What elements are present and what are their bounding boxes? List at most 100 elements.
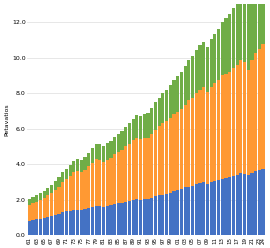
Bar xyxy=(217,80,220,180)
Bar xyxy=(58,214,60,235)
Bar xyxy=(258,49,261,170)
Bar xyxy=(139,139,142,200)
Bar xyxy=(98,160,101,206)
Bar xyxy=(154,130,157,196)
Bar xyxy=(143,199,146,235)
Bar xyxy=(165,121,168,194)
Bar xyxy=(35,202,38,219)
Bar xyxy=(258,170,261,235)
Bar xyxy=(58,186,60,214)
Bar xyxy=(54,181,57,190)
Bar xyxy=(54,190,57,215)
Bar xyxy=(180,109,183,189)
Bar xyxy=(94,206,98,235)
Bar xyxy=(173,80,176,115)
Bar xyxy=(139,116,142,139)
Bar xyxy=(221,179,224,235)
Bar xyxy=(69,211,72,235)
Bar xyxy=(206,92,209,184)
Bar xyxy=(131,200,135,235)
Bar xyxy=(161,194,164,235)
Bar xyxy=(117,152,120,203)
Bar xyxy=(69,176,72,211)
Bar xyxy=(235,65,239,175)
Bar xyxy=(239,60,242,173)
Bar xyxy=(176,190,179,235)
Bar xyxy=(109,158,113,205)
Bar xyxy=(150,108,153,134)
Bar xyxy=(80,172,83,210)
Bar xyxy=(202,182,205,235)
Bar xyxy=(247,70,250,175)
Bar xyxy=(76,159,79,171)
Bar xyxy=(191,97,194,186)
Bar xyxy=(250,173,254,235)
Bar xyxy=(35,219,38,235)
Bar xyxy=(80,210,83,235)
Bar xyxy=(65,169,68,179)
Bar xyxy=(146,199,150,235)
Bar xyxy=(83,209,87,235)
Bar xyxy=(158,126,161,195)
Bar xyxy=(117,134,120,152)
Bar xyxy=(113,155,116,204)
Bar xyxy=(54,215,57,235)
Bar xyxy=(72,210,75,235)
Bar xyxy=(72,160,75,172)
Bar xyxy=(250,0,254,60)
Bar xyxy=(83,157,87,170)
Bar xyxy=(46,187,49,195)
Bar xyxy=(31,203,35,220)
Bar xyxy=(187,60,190,100)
Bar xyxy=(224,18,228,74)
Bar xyxy=(46,217,49,235)
Bar xyxy=(176,76,179,112)
Bar xyxy=(128,123,131,144)
Bar xyxy=(61,182,64,212)
Bar xyxy=(176,112,179,190)
Bar xyxy=(83,170,87,209)
Bar xyxy=(65,212,68,235)
Bar xyxy=(120,131,124,150)
Bar xyxy=(87,153,90,166)
Bar xyxy=(28,221,31,235)
Bar xyxy=(102,146,105,162)
Bar xyxy=(235,175,239,235)
Bar xyxy=(258,0,261,49)
Bar xyxy=(109,205,113,235)
Bar xyxy=(143,138,146,199)
Bar xyxy=(143,114,146,138)
Bar xyxy=(254,171,257,235)
Bar xyxy=(106,160,109,206)
Bar xyxy=(254,0,257,53)
Bar xyxy=(206,184,209,235)
Bar xyxy=(184,66,187,105)
Bar xyxy=(191,56,194,97)
Bar xyxy=(146,113,150,138)
Bar xyxy=(76,171,79,210)
Bar xyxy=(91,148,94,162)
Bar xyxy=(235,0,239,65)
Bar xyxy=(94,159,98,206)
Bar xyxy=(87,166,90,208)
Bar xyxy=(173,191,176,235)
Bar xyxy=(43,218,46,235)
Bar xyxy=(61,172,64,182)
Bar xyxy=(98,144,101,160)
Bar xyxy=(150,134,153,198)
Bar xyxy=(43,198,46,218)
Bar xyxy=(131,140,135,200)
Bar xyxy=(210,87,213,182)
Bar xyxy=(184,187,187,235)
Bar xyxy=(224,178,228,235)
Bar xyxy=(198,45,202,90)
Bar xyxy=(43,191,46,198)
Bar xyxy=(261,44,265,169)
Bar xyxy=(180,189,183,235)
Bar xyxy=(221,22,224,75)
Bar xyxy=(69,165,72,176)
Bar xyxy=(158,97,161,126)
Bar xyxy=(202,41,205,87)
Bar xyxy=(165,90,168,121)
Bar xyxy=(124,147,127,202)
